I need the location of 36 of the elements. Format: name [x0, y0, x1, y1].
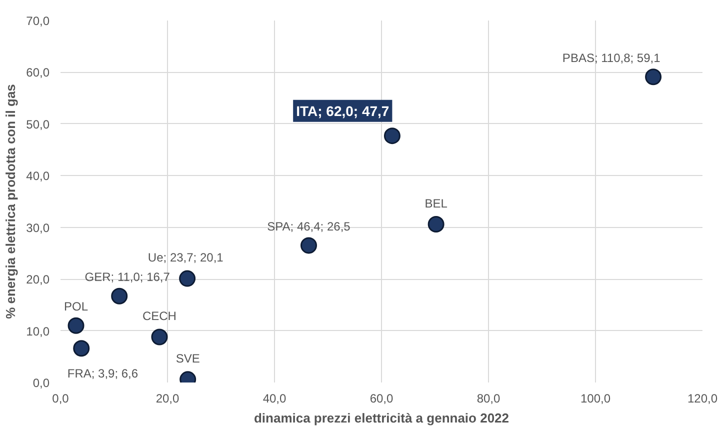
point: [300, 237, 317, 254]
x-tick-label: 0,0: [52, 392, 70, 406]
x-axis-title: dinamica prezzi elettricità a gennaio 2022: [254, 410, 510, 426]
point: [73, 340, 90, 357]
annotation: GER; 11,0; 16,7: [84, 270, 170, 284]
y-axis-title: % energia elettrica prodotta con il gas: [3, 84, 18, 319]
x-tick-label: 20,0: [156, 392, 180, 406]
x-tick-label: 80,0: [476, 392, 501, 406]
annotation: FRA; 3,9; 6,6: [67, 366, 138, 380]
y-tick-label: 50,0: [26, 117, 50, 132]
y-tick-label: 0,0: [32, 376, 50, 390]
x-tick-label: 120,0: [687, 392, 718, 406]
annotation: POL: [64, 300, 88, 314]
y-tick-label: 30,0: [26, 220, 50, 235]
point: [645, 68, 662, 86]
y-tick-label: 10,0: [26, 324, 50, 338]
annotation: Ue; 23,7; 20,1: [148, 250, 224, 265]
annotation: ITA; 62,0; 47,7: [296, 102, 390, 119]
x-tick-label: 60,0: [370, 392, 394, 406]
annotation: PBAS; 110,8; 59,1: [562, 50, 661, 65]
point: [151, 328, 168, 346]
point: [384, 128, 400, 144]
point: [68, 317, 84, 334]
y-tick-label: 20,0: [26, 272, 50, 287]
point: [428, 216, 444, 232]
y-tick-label: 40,0: [26, 169, 50, 184]
annotation: BEL: [424, 196, 448, 210]
annotation: CECH: [142, 308, 176, 323]
y-tick-label: 60,0: [26, 66, 50, 80]
point: [179, 270, 196, 287]
x-tick-label: 40,0: [262, 392, 287, 406]
annotation: SPA; 46,4; 26,5: [267, 219, 351, 234]
point: [111, 288, 128, 304]
x-tick-label: 100,0: [580, 392, 611, 406]
annotation: SVE: [176, 351, 200, 366]
y-tick-label: 70,0: [26, 14, 50, 28]
